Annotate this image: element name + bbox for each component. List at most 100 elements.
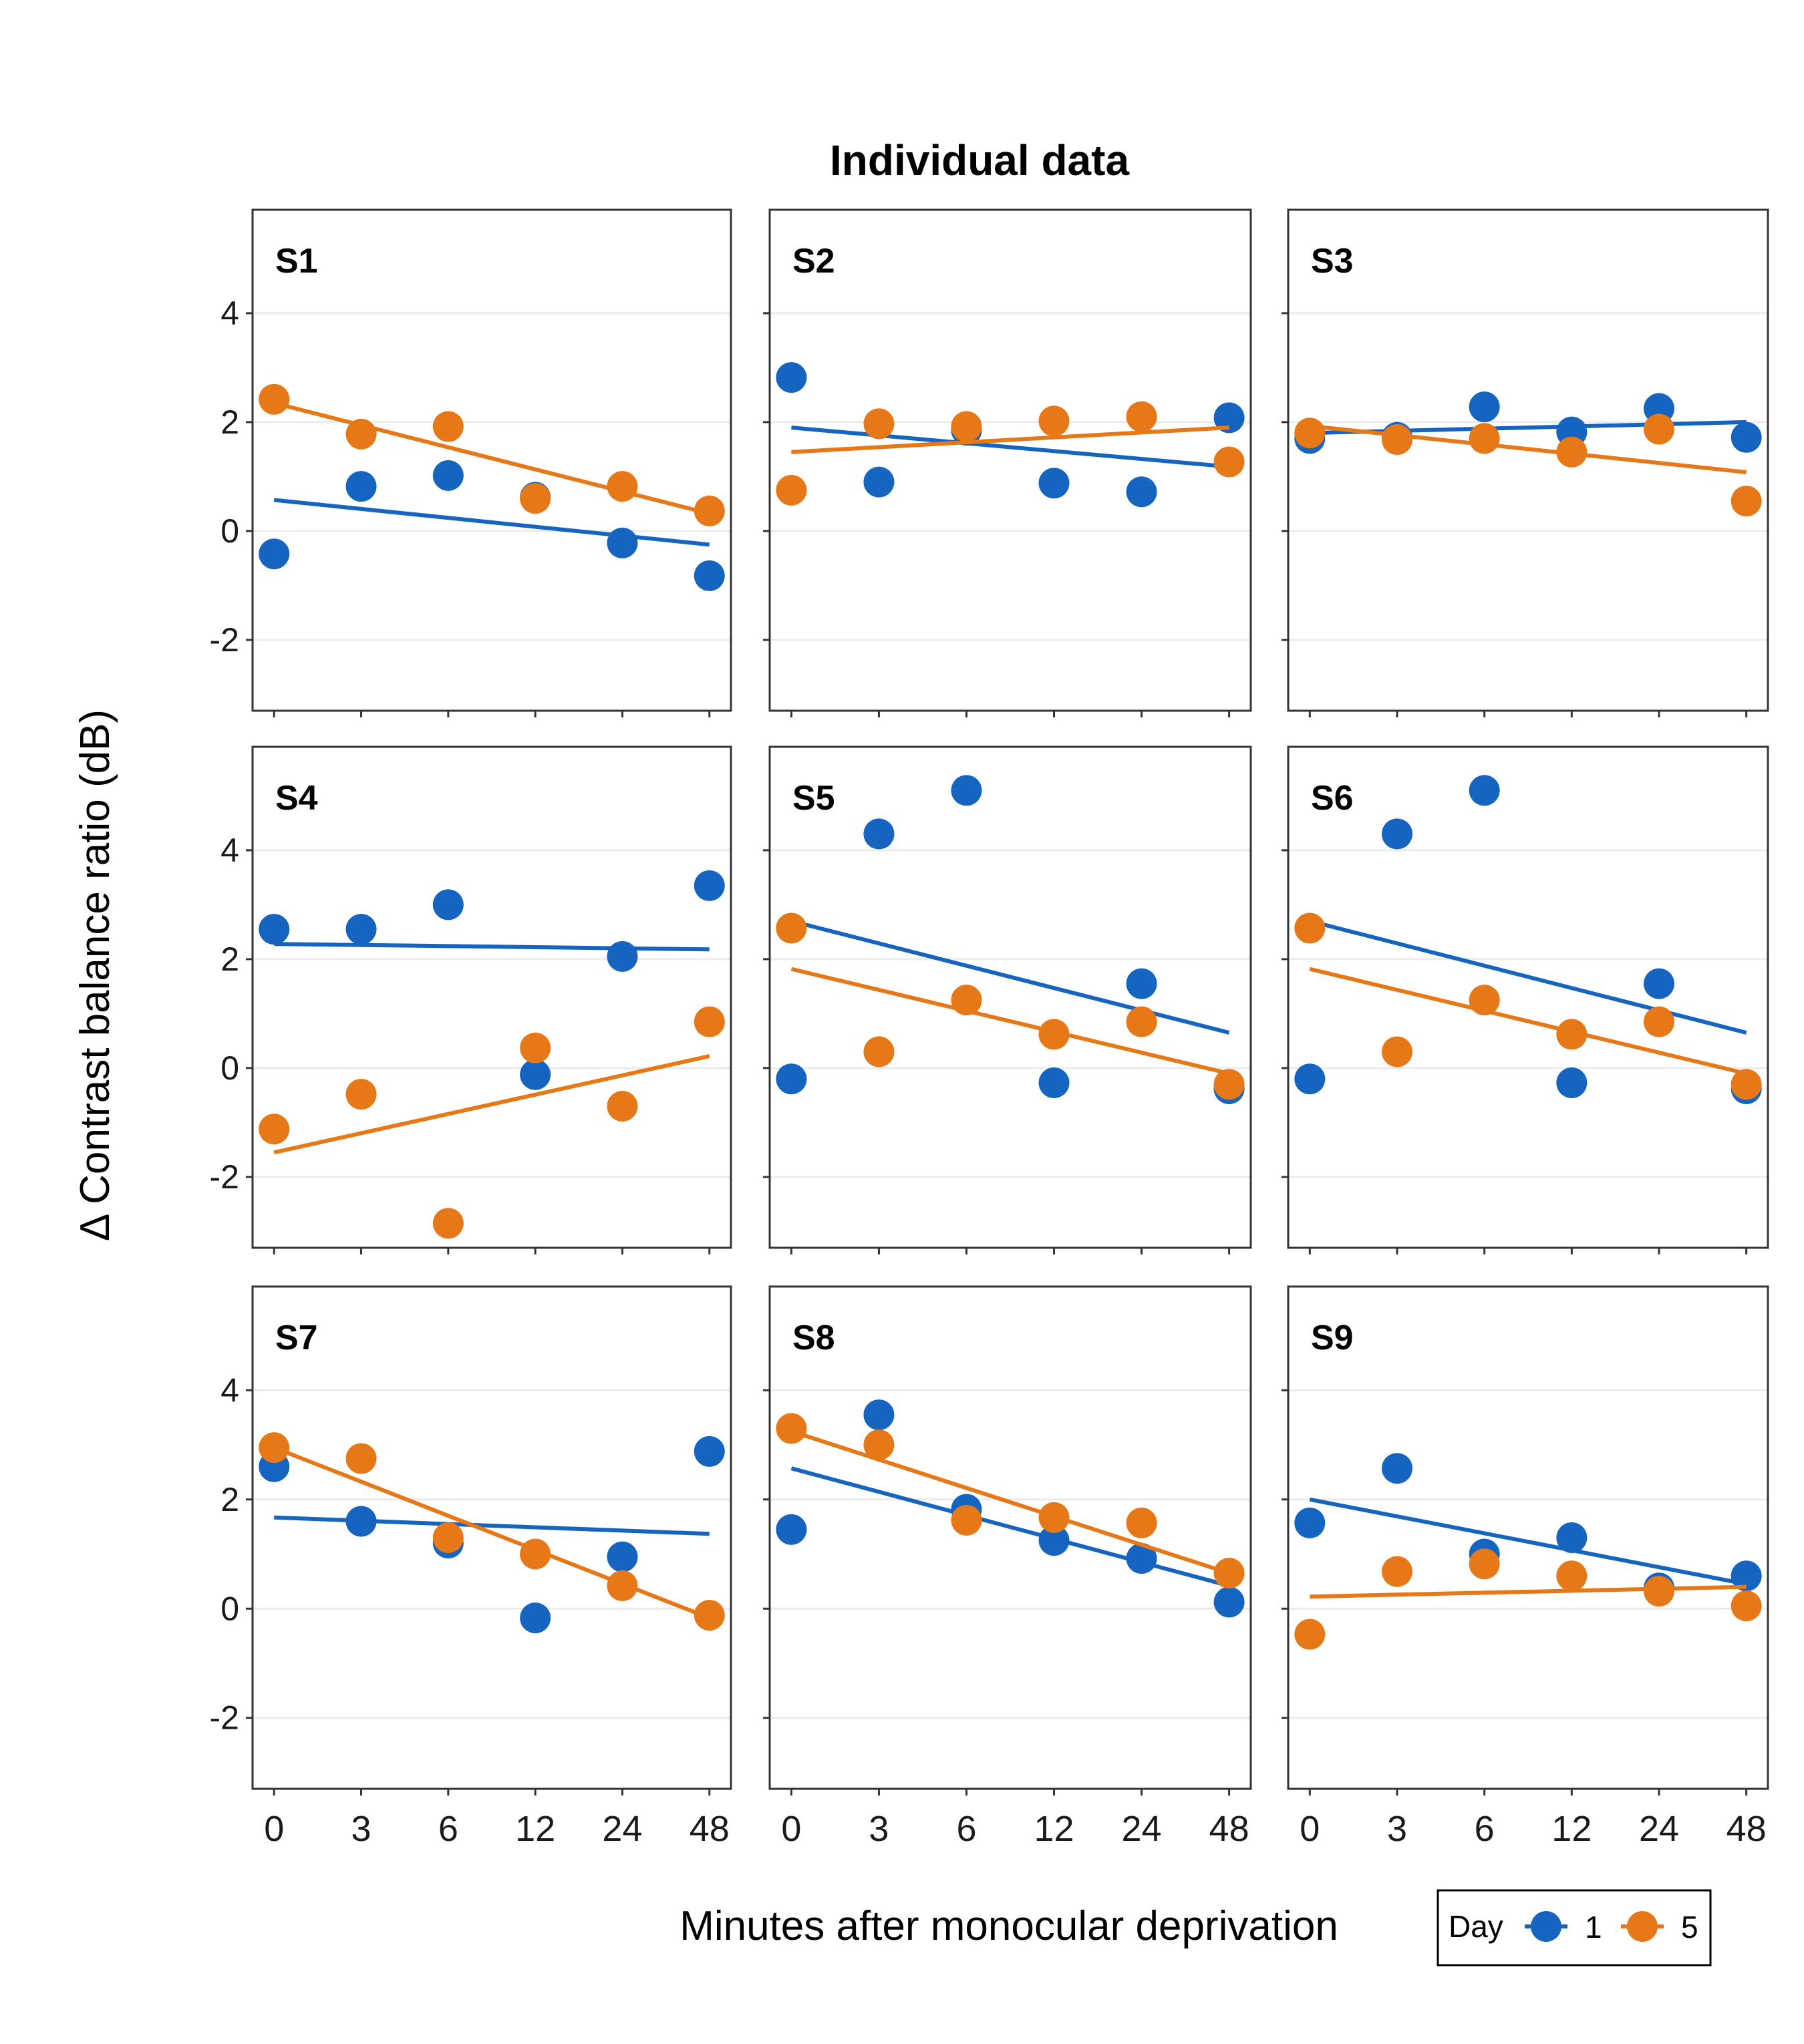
day1-point bbox=[1556, 1522, 1588, 1553]
day5-point bbox=[1126, 401, 1157, 432]
day5-point bbox=[863, 1036, 895, 1067]
legend-day5-marker bbox=[1627, 1911, 1658, 1942]
chart-title: Individual data bbox=[830, 136, 1129, 184]
panel-s4: 4 2 0 -2 S4 bbox=[210, 745, 732, 1254]
panel-label: S4 bbox=[275, 779, 318, 818]
y-tick-label: 0 bbox=[220, 1049, 239, 1087]
panel-s8: 0 3 6 12 24 48 S8 bbox=[763, 1285, 1252, 1849]
day5-fit-line bbox=[1309, 423, 1747, 474]
day1-point bbox=[1038, 1067, 1070, 1098]
day1-fit-line bbox=[274, 942, 710, 952]
day5-point bbox=[1213, 446, 1245, 478]
panel-frame bbox=[1287, 745, 1769, 1249]
day5-point bbox=[1038, 1019, 1070, 1050]
day5-point bbox=[776, 1413, 807, 1444]
x-tick-label: 3 bbox=[1387, 1809, 1407, 1849]
x-tick-label: 6 bbox=[438, 1809, 458, 1849]
day5-fit-line bbox=[273, 1054, 710, 1155]
legend-day1-marker bbox=[1531, 1911, 1561, 1942]
panel-label: S7 bbox=[275, 1319, 318, 1357]
y-tick-label: 2 bbox=[220, 1481, 239, 1518]
day1-point bbox=[259, 538, 290, 570]
day1-point bbox=[694, 560, 725, 591]
day1-point bbox=[1381, 818, 1412, 850]
legend-day1-label: 1 bbox=[1585, 1910, 1602, 1944]
x-tick-label: 48 bbox=[1726, 1809, 1767, 1849]
panel-frame bbox=[768, 208, 1252, 712]
day1-fit-line bbox=[790, 1466, 1230, 1588]
y-tick-label: 0 bbox=[220, 512, 239, 550]
panel-s7: 4 2 0 -2 0 3 6 12 24 48 S7 bbox=[210, 1285, 732, 1849]
panel-label: S1 bbox=[275, 242, 318, 281]
day1-fit-line bbox=[790, 918, 1230, 1035]
day5-point bbox=[607, 471, 638, 502]
day1-point bbox=[863, 1399, 895, 1431]
day5-point bbox=[1556, 1019, 1588, 1050]
day5-point bbox=[863, 1429, 895, 1461]
panel-s6: S6 bbox=[1282, 745, 1769, 1254]
day5-point bbox=[1294, 912, 1326, 944]
y-tick-label: 4 bbox=[220, 295, 239, 332]
panel-s1: 4 2 0 -2 S1 bbox=[210, 208, 732, 717]
day1-fit-line bbox=[273, 498, 710, 547]
x-tick-label: 3 bbox=[351, 1809, 371, 1849]
day1-point bbox=[1126, 968, 1157, 999]
panel-s2: S2 bbox=[763, 208, 1252, 717]
day5-point bbox=[1644, 1576, 1675, 1607]
panel-label: S2 bbox=[792, 242, 835, 281]
day5-fit-line bbox=[273, 1445, 710, 1620]
panel-label: S8 bbox=[792, 1319, 835, 1357]
day5-point bbox=[432, 411, 464, 442]
day5-point bbox=[776, 912, 807, 944]
day1-point bbox=[1038, 468, 1070, 499]
day5-point bbox=[951, 1504, 982, 1536]
x-tick-label: 48 bbox=[690, 1809, 730, 1849]
day1-point bbox=[1731, 421, 1762, 453]
day1-point bbox=[1469, 775, 1500, 806]
legend-entry-day5: 5 bbox=[1621, 1910, 1698, 1944]
day1-point bbox=[776, 362, 807, 393]
day1-point bbox=[951, 775, 982, 806]
panel-label: S9 bbox=[1311, 1319, 1354, 1357]
day5-point bbox=[1126, 1006, 1157, 1037]
panels-group: 4 2 0 -2 S1 S2 S3 4 2 0 -2 S4 S5 S6 4 2 0 -2 0 3 6 12 24 48 S7 0 3… bbox=[210, 208, 1769, 1849]
day5-point bbox=[345, 1443, 377, 1474]
day5-point bbox=[1644, 1006, 1675, 1037]
day5-point bbox=[1644, 413, 1675, 445]
x-tick-label: 12 bbox=[515, 1809, 555, 1849]
panel-background bbox=[770, 747, 1251, 1248]
panel-background bbox=[1288, 210, 1768, 711]
day1-point bbox=[1294, 1063, 1326, 1095]
day5-point bbox=[1731, 486, 1762, 517]
day1-point bbox=[432, 460, 464, 491]
day1-point bbox=[259, 914, 290, 945]
day5-point bbox=[1381, 1036, 1412, 1067]
panel-frame bbox=[251, 1285, 732, 1790]
day5-fit-line bbox=[791, 425, 1229, 454]
y-tick-label: 2 bbox=[220, 403, 239, 441]
day1-point bbox=[694, 1435, 725, 1467]
day5-point bbox=[1731, 1069, 1762, 1100]
x-tick-label: 0 bbox=[1300, 1809, 1320, 1849]
day1-point bbox=[520, 1602, 551, 1634]
y-tick-label: 4 bbox=[220, 1371, 239, 1409]
day5-point bbox=[1381, 1556, 1412, 1587]
panel-background bbox=[253, 747, 731, 1248]
x-tick-label: 24 bbox=[1122, 1809, 1162, 1849]
legend-box bbox=[1437, 1889, 1712, 1967]
day5-point bbox=[520, 1032, 551, 1063]
panel-background bbox=[770, 1287, 1251, 1789]
y-tick-label: 4 bbox=[220, 832, 239, 869]
day5-point bbox=[1731, 1590, 1762, 1622]
day5-point bbox=[1469, 1548, 1500, 1580]
day1-point bbox=[694, 870, 725, 901]
day5-point bbox=[1038, 405, 1070, 437]
day1-fit-line bbox=[1309, 1497, 1747, 1586]
day1-point bbox=[1294, 1507, 1326, 1538]
legend-entry-day1: 1 bbox=[1525, 1910, 1602, 1944]
x-tick-label: 0 bbox=[781, 1809, 801, 1849]
day5-point bbox=[259, 1114, 290, 1145]
day1-point bbox=[607, 527, 638, 558]
day1-point bbox=[1556, 1067, 1588, 1098]
day5-point bbox=[776, 474, 807, 506]
